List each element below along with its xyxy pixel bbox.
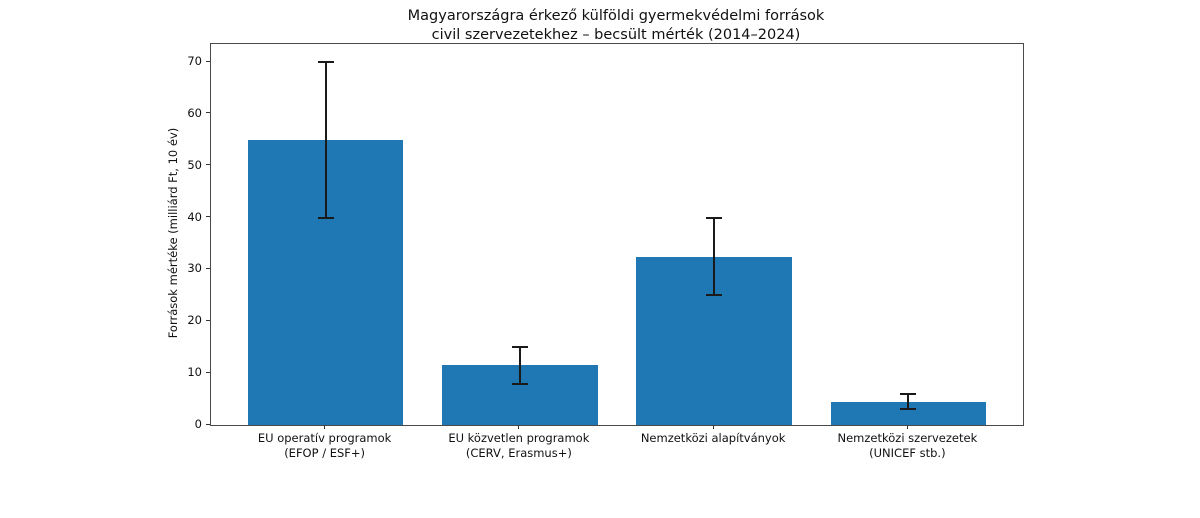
x-tick-label-line1: EU közvetlen programok <box>448 431 590 445</box>
y-tick-mark <box>206 112 210 114</box>
y-tick-label: 30 <box>187 261 202 276</box>
y-tick-label: 10 <box>187 365 202 380</box>
error-bar-cap <box>900 392 917 395</box>
y-tick-label: 20 <box>187 313 202 328</box>
y-tick-mark <box>206 423 210 425</box>
bar <box>830 401 987 425</box>
error-bar-cap <box>706 294 723 297</box>
y-tick-mark <box>206 371 210 373</box>
y-tick-label: 50 <box>187 157 202 172</box>
error-bar-cap <box>900 408 917 411</box>
y-tick-mark <box>206 60 210 62</box>
x-tick-label: EU operatív programok (EFOP / ESF+) <box>215 431 435 460</box>
x-tick-label-line1: Nemzetközi alapítványok <box>640 431 786 445</box>
y-tick-label: 0 <box>194 417 202 431</box>
x-tick-label: Nemzetközi alapítványok <box>603 431 823 446</box>
x-tick-mark <box>518 425 520 429</box>
error-bar-line <box>518 347 521 384</box>
error-bar-cap <box>511 346 528 349</box>
y-tick-label: 60 <box>187 105 202 120</box>
x-tick-label-line1: Nemzetközi szervezetek <box>837 431 978 445</box>
x-tick-label-line2: (CERV, Erasmus+) <box>465 445 572 460</box>
error-bar-line <box>907 393 910 410</box>
x-tick-mark <box>324 425 326 429</box>
plot-area <box>210 43 1024 426</box>
chart-subtitle: civil szervezetekhez – becsült mérték (2… <box>431 27 801 43</box>
x-tick-mark <box>712 425 714 429</box>
chart-title: Magyarországra érkező külföldi gyermekvé… <box>407 8 825 24</box>
x-tick-label-line2: (EFOP / ESF+) <box>284 445 366 460</box>
error-bar-cap <box>317 216 334 219</box>
y-tick-mark <box>206 164 210 166</box>
x-tick-label-line1: EU operatív programok <box>257 431 392 445</box>
chart-title-block: Magyarországra érkező külföldi gyermekvé… <box>210 7 1022 45</box>
y-tick-label: 40 <box>187 209 202 224</box>
y-tick-label: 70 <box>187 54 202 69</box>
error-bar-cap <box>706 216 723 219</box>
y-tick-mark <box>206 267 210 269</box>
x-tick-label-line2: (UNICEF stb.) <box>869 445 946 460</box>
y-tick-mark <box>206 319 210 321</box>
y-tick-mark <box>206 216 210 218</box>
error-bar-cap <box>317 61 334 64</box>
x-tick-label: Nemzetközi szervezetek (UNICEF stb.) <box>797 431 1017 460</box>
error-bar-line <box>713 217 716 296</box>
x-tick-label: EU közvetlen programok (CERV, Erasmus+) <box>409 431 629 460</box>
error-bar-line <box>324 62 327 218</box>
x-tick-mark <box>906 425 908 429</box>
error-bar-cap <box>511 382 528 385</box>
